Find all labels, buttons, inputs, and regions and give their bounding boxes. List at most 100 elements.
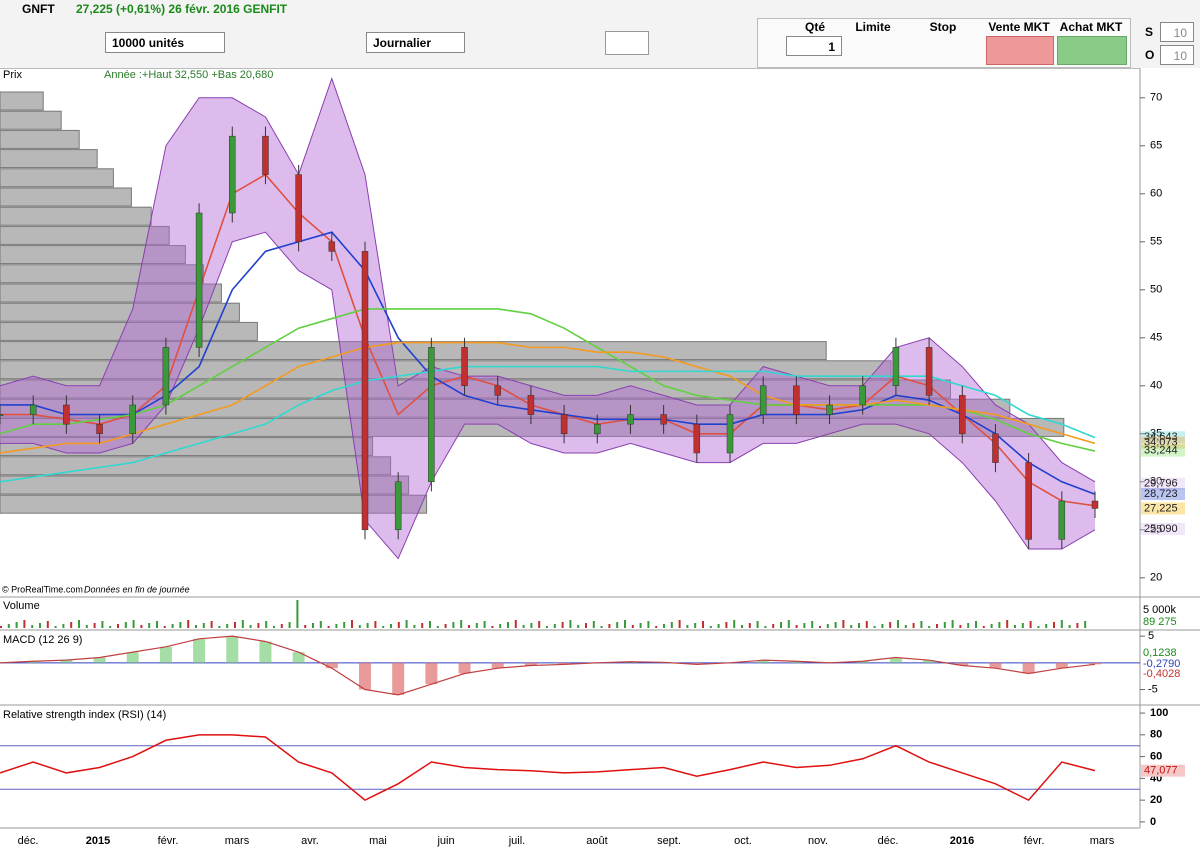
volume-bar [70, 622, 73, 628]
volume-bar [709, 626, 712, 628]
x-tick-label: 2016 [950, 835, 974, 847]
volume-profile [0, 494, 428, 514]
s-input[interactable]: 10 [1160, 22, 1194, 42]
volume-bar [1006, 620, 1009, 628]
candle [892, 347, 900, 387]
volume-bar [288, 622, 291, 628]
volume-bar [850, 625, 853, 628]
toolbar: GNFT 27,225 (+0,61%) 26 févr. 2016 GENFI… [0, 0, 1200, 69]
volume-bar [202, 623, 205, 628]
volume-bar [967, 623, 970, 628]
y-tick-label: 80 [1150, 729, 1162, 741]
volume-bar [1084, 621, 1087, 628]
candle [295, 174, 302, 243]
qty-input[interactable]: 1 [786, 36, 842, 56]
volume-bar [117, 624, 119, 628]
volume-bar [514, 620, 517, 628]
price-badge [1141, 436, 1185, 449]
volume-bar [78, 620, 80, 628]
volume-bar [234, 622, 236, 628]
candle [959, 395, 966, 435]
volume-bar [187, 620, 190, 628]
volume-bar [990, 624, 993, 628]
volume-bar [865, 621, 868, 628]
candle [925, 347, 933, 396]
volume-bar [889, 622, 892, 628]
x-tick-label: mars [225, 835, 250, 847]
panel-label: Volume [3, 600, 40, 612]
candle [394, 481, 402, 531]
macd-badge: -0,2790 [1143, 658, 1180, 670]
volume-bar [156, 621, 158, 628]
volume-bar [756, 621, 759, 628]
candle [361, 251, 369, 531]
candle [560, 414, 568, 435]
volume-bar [179, 622, 182, 628]
volume-bar [265, 621, 268, 628]
volume-bar [171, 624, 174, 628]
volume-bar [483, 621, 486, 628]
volume-bar [538, 621, 541, 628]
price-badge-label: 34,643 [1144, 431, 1178, 443]
x-tick-label: nov. [808, 835, 828, 847]
volume-bar [608, 624, 611, 628]
candle [594, 423, 601, 435]
macd-bar [690, 662, 703, 665]
y-tick-label: 60 [1150, 751, 1162, 763]
macd-bar [491, 662, 504, 669]
buy-button[interactable] [1057, 36, 1127, 65]
quote: 27,225 (+0,61%) 26 févr. 2016 GENFIT [76, 2, 288, 16]
volume-bar [686, 625, 689, 628]
volume-bar [951, 620, 954, 628]
volume-bar [717, 624, 720, 628]
candle [693, 423, 701, 454]
price-badge [1141, 444, 1185, 457]
macd-bar [458, 662, 471, 674]
symbol[interactable]: GNFT [22, 2, 55, 16]
rsi-last: 47,077 [1144, 765, 1178, 777]
chart-area: 202530354045505560657034,64334,07333,244… [0, 68, 1200, 852]
volume-bar [93, 623, 96, 628]
volume-bar [452, 622, 455, 628]
volume-bar [1068, 625, 1071, 628]
candle [0, 414, 4, 416]
volume-bar [319, 621, 322, 628]
x-tick-label: avr. [301, 835, 319, 847]
period-select[interactable]: Journalier [366, 32, 465, 53]
x-tick-label: sept. [657, 835, 681, 847]
volume-bar [491, 626, 494, 628]
sell-button[interactable] [986, 36, 1054, 65]
macd-bar [790, 661, 803, 663]
y-tick-label: 40 [1150, 380, 1162, 392]
volume-bar [998, 622, 1001, 628]
ma-line [0, 341, 1096, 454]
x-tick-label: févr. [158, 835, 179, 847]
macd-bar [757, 660, 770, 663]
volume-bar [163, 626, 166, 628]
x-tick-label: août [586, 835, 607, 847]
rsi-line [0, 734, 1096, 802]
volume-bar [296, 600, 299, 628]
indicator-button[interactable] [605, 31, 649, 55]
price-badge [1141, 502, 1185, 515]
volume-bar [304, 625, 307, 628]
volume-profile [0, 417, 1065, 437]
x-tick-label: févr. [1024, 835, 1045, 847]
volume-bar [982, 626, 985, 628]
volume-bar [15, 622, 18, 628]
macd-badge: 0,1238 [1143, 647, 1177, 659]
candle [627, 414, 634, 425]
size-select[interactable]: 10000 unités [105, 32, 225, 53]
macd-bar [126, 652, 139, 663]
volume-profile [0, 110, 62, 130]
volume-bar [273, 626, 275, 628]
candle [1025, 462, 1032, 540]
volume-bar [1076, 623, 1079, 628]
volume-profile [0, 206, 152, 226]
y-tick-label: 20 [1150, 794, 1162, 806]
volume-bar [920, 621, 923, 628]
macd-bar [325, 662, 338, 669]
volume-bar [624, 620, 626, 628]
candle [461, 347, 468, 387]
o-input[interactable]: 10 [1160, 45, 1194, 65]
